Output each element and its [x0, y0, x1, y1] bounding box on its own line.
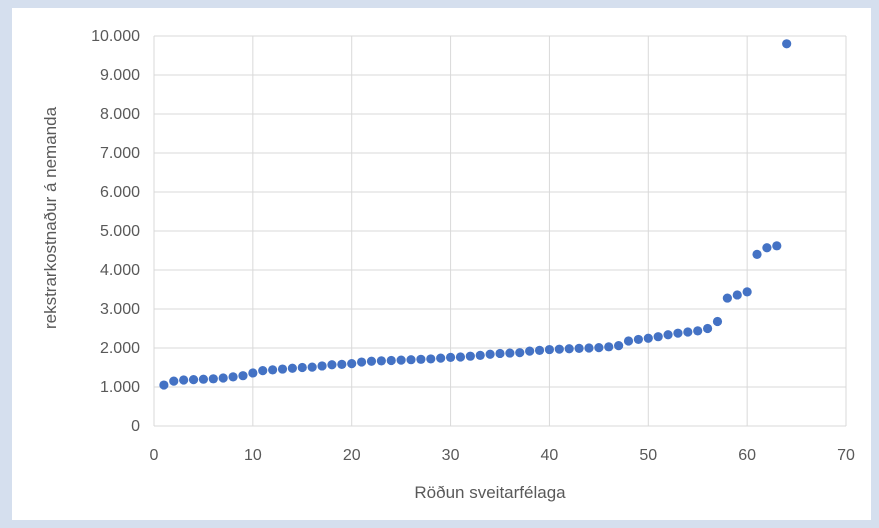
data-point	[653, 332, 663, 342]
y-tick-label: 4.000	[100, 262, 140, 279]
data-point	[426, 354, 436, 364]
data-point	[782, 39, 792, 49]
data-point	[673, 328, 683, 338]
data-point	[663, 330, 673, 340]
data-point	[327, 360, 337, 370]
data-point	[347, 359, 357, 369]
y-tick-label: 2.000	[100, 340, 140, 357]
chart-frame: 0 1.000 2.000 3.000 4.000 5.000 6.000 7.000 8.00…	[12, 8, 871, 520]
data-point	[693, 326, 703, 336]
gridlines	[153, 35, 847, 427]
data-point	[287, 363, 297, 373]
y-tick-label: 1.000	[100, 379, 140, 396]
data-point	[475, 350, 485, 361]
data-point	[495, 348, 505, 359]
data-point	[732, 290, 742, 300]
scatter-chart: 0 1.000 2.000 3.000 4.000 5.000 6.000 7.000 8.00…	[41, 28, 855, 502]
x-tick-label: 70	[837, 447, 855, 464]
data-point	[772, 241, 782, 251]
data-point	[218, 373, 228, 383]
data-point	[465, 351, 475, 361]
data-point	[703, 323, 713, 334]
x-tick-label: 10	[244, 447, 262, 464]
x-tick-label: 50	[639, 447, 657, 464]
data-point	[416, 354, 426, 364]
data-point	[525, 346, 535, 356]
data-point	[307, 362, 317, 372]
x-tick-label: 0	[150, 447, 159, 464]
x-tick-label: 30	[442, 447, 460, 464]
data-point	[594, 343, 604, 353]
data-point	[238, 371, 248, 381]
data-point	[317, 361, 327, 371]
data-point	[188, 374, 199, 385]
data-point	[515, 348, 525, 358]
x-axis-title: Röðun sveitarfélaga	[414, 483, 566, 502]
data-point	[386, 355, 396, 366]
data-point	[554, 344, 564, 354]
data-point	[337, 359, 347, 369]
data-point	[436, 353, 446, 363]
data-point	[179, 375, 189, 385]
y-tick-label: 0	[131, 418, 140, 435]
data-point	[366, 356, 377, 366]
data-point	[633, 334, 644, 345]
data-point	[248, 368, 258, 378]
y-tick-label: 7.000	[100, 145, 140, 162]
data-point	[683, 327, 693, 337]
data-point	[277, 364, 288, 374]
x-tick-label: 20	[343, 447, 361, 464]
data-point	[762, 243, 772, 253]
data-point	[268, 365, 278, 375]
data-points	[159, 39, 792, 390]
data-point	[396, 355, 406, 365]
data-point	[534, 345, 545, 355]
data-point	[169, 376, 179, 386]
data-point	[505, 348, 515, 358]
data-point	[485, 349, 495, 359]
y-tick-label: 8.000	[100, 106, 140, 123]
data-point	[584, 343, 594, 353]
data-point	[159, 380, 169, 390]
data-point	[564, 344, 574, 354]
data-point	[752, 249, 762, 259]
data-point	[198, 374, 209, 384]
data-point	[208, 374, 218, 384]
data-point	[604, 342, 614, 352]
data-point	[544, 344, 555, 355]
x-tick-label: 40	[541, 447, 559, 464]
x-tick-label: 60	[738, 447, 756, 464]
x-axis-ticks: 0 10 20 30 40 50 60 70	[150, 447, 855, 464]
data-point	[712, 316, 723, 327]
data-point	[228, 372, 238, 382]
data-point	[406, 355, 416, 365]
data-point	[297, 362, 307, 373]
data-point	[643, 333, 653, 343]
data-point	[445, 352, 456, 362]
data-point	[614, 341, 624, 351]
data-point	[742, 287, 752, 297]
data-point	[722, 293, 732, 303]
data-point	[357, 357, 367, 367]
y-tick-label: 6.000	[100, 184, 140, 201]
y-tick-label: 9.000	[100, 67, 140, 84]
data-point	[574, 343, 584, 353]
y-axis-title: rekstrarkostnaður á nemanda	[41, 106, 60, 329]
data-point	[455, 352, 466, 362]
data-point	[376, 356, 386, 366]
y-tick-label: 3.000	[100, 301, 140, 318]
data-point	[258, 366, 268, 376]
y-axis-ticks: 0 1.000 2.000 3.000 4.000 5.000 6.000 7.000 8.00…	[91, 28, 140, 435]
data-point	[623, 336, 634, 346]
y-tick-label: 5.000	[100, 223, 140, 240]
y-tick-label: 10.000	[91, 28, 140, 45]
